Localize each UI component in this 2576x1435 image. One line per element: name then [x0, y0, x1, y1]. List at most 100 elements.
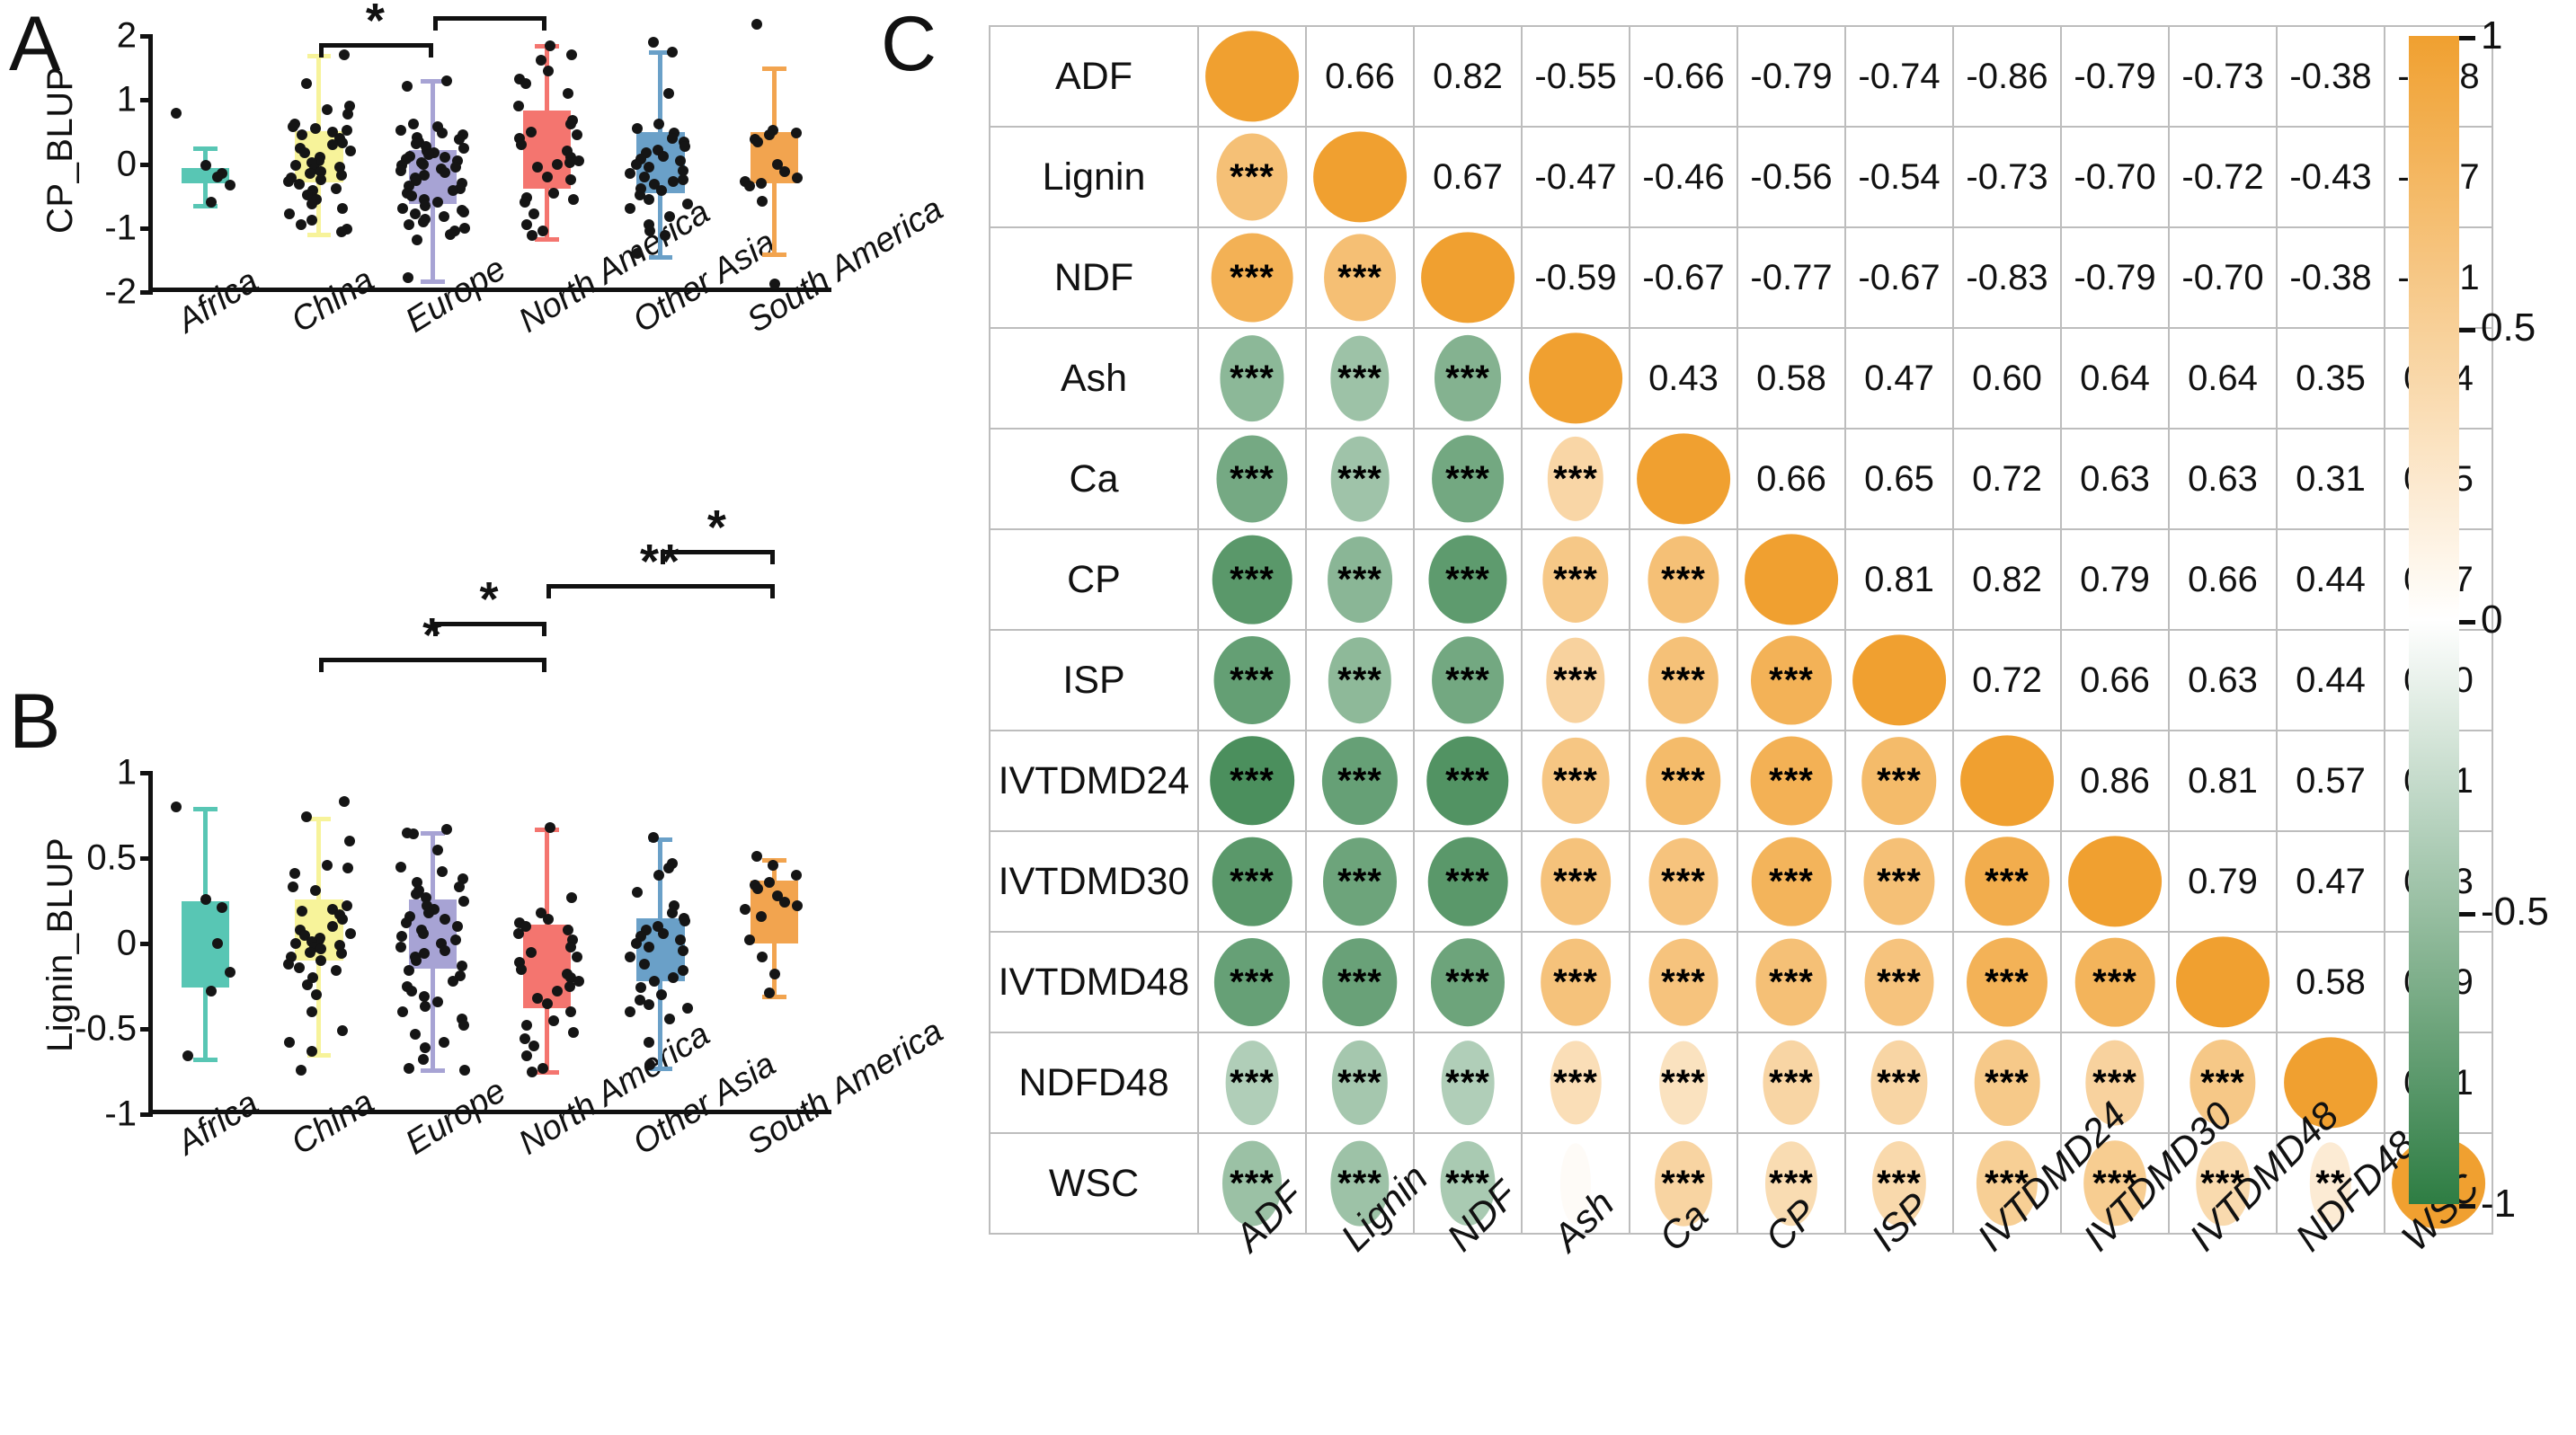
data-point [439, 914, 450, 926]
whisker-cap [762, 66, 786, 72]
corr-ellipse [1546, 637, 1605, 723]
data-point [564, 119, 576, 130]
corr-ellipse [1213, 635, 1291, 725]
corr-value: 0.35 [2296, 359, 2366, 398]
table-row: NDFD48******************************0.21 [989, 1032, 2493, 1134]
significance-stars: *** [1230, 761, 1275, 801]
corr-ellipse-cell: *** [1844, 730, 1954, 832]
corr-value: -0.67 [1642, 258, 1725, 297]
colorbar-tick-dash [2459, 619, 2475, 624]
corr-ellipse [1330, 1140, 1390, 1227]
corr-value-cell: 0.58 [1737, 327, 1846, 430]
significance-bracket: * [661, 503, 775, 564]
data-point [678, 944, 689, 956]
corr-diagonal-cell [1629, 428, 1738, 530]
table-row: CP***************0.810.820.790.660.440.3… [989, 528, 2493, 631]
data-point [751, 19, 763, 31]
bracket-left-tick [432, 16, 438, 31]
data-point [644, 1037, 655, 1049]
colorbar-tick-dash [2459, 35, 2475, 40]
corr-ellipse-cell: *** [1305, 629, 1415, 731]
corr-ellipse [1750, 635, 1833, 725]
whisker-cap [306, 233, 332, 238]
corr-ellipse [1966, 937, 2048, 1027]
significance-stars: *** [2200, 1063, 2245, 1103]
corr-value-cell: 0.86 [2060, 730, 2170, 832]
corr-value: 0.31 [2296, 459, 2366, 499]
data-point [667, 176, 679, 188]
corr-ellipse-cell: *** [1737, 1032, 1846, 1134]
significance-stars: *** [1445, 862, 1490, 901]
significance-stars: *** [1769, 1063, 1814, 1103]
median-line [181, 982, 229, 988]
corr-value-cell: -0.79 [2060, 25, 2170, 128]
corr-ellipse-cell: *** [1952, 1032, 2062, 1134]
significance-stars: *** [1337, 862, 1382, 901]
data-point [395, 861, 407, 873]
data-point [631, 887, 643, 898]
significance-stars: *** [2092, 1164, 2137, 1203]
data-point [418, 170, 430, 182]
data-point [200, 893, 211, 905]
corr-value-cell: 0.81 [2168, 730, 2278, 832]
corr-ellipse [1659, 1041, 1708, 1125]
data-point [667, 46, 679, 58]
data-point [419, 1001, 431, 1013]
corr-ellipse [2196, 1141, 2250, 1226]
significance-stars: *** [1337, 962, 1382, 1002]
bracket-left-tick [319, 43, 324, 58]
bracket-left-tick [546, 584, 552, 598]
whisker-cap [421, 79, 445, 84]
data-point [438, 1037, 449, 1049]
data-point [338, 49, 350, 61]
data-point [631, 248, 643, 260]
data-point [205, 986, 217, 997]
corr-ellipse-cell: *** [1197, 126, 1307, 228]
significance-stars: *** [1877, 962, 1922, 1002]
corr-value-cell: 0.79 [2168, 830, 2278, 933]
corr-ellipse [1646, 737, 1721, 825]
colorbar-tick-dash [2459, 1203, 2475, 1209]
data-point [520, 1020, 532, 1032]
data-point [296, 219, 307, 231]
data-point [521, 1050, 533, 1062]
data-point [306, 198, 317, 209]
corr-diagonal-cell [1844, 629, 1954, 731]
data-point [304, 168, 315, 180]
table-row: IVTDMD48***************************0.580… [989, 931, 2493, 1033]
y-axis-tick-mark [140, 1027, 153, 1032]
data-point [395, 125, 407, 137]
corr-ellipse-cell: *** [1305, 226, 1415, 329]
row-label-ca: Ca [989, 428, 1199, 530]
data-point [338, 796, 350, 808]
corr-value-cell: 0.63 [2168, 629, 2278, 731]
corr-ellipse-cell: *** [2060, 1032, 2170, 1134]
data-point [431, 197, 443, 208]
corr-ellipse [1220, 335, 1284, 421]
corr-value: 0.79 [2080, 560, 2150, 599]
corr-value: 0.66 [2188, 560, 2258, 599]
corr-ellipse [1852, 634, 1946, 726]
data-point [656, 185, 668, 197]
corr-ellipse-cell: *** [1305, 730, 1415, 832]
data-point [299, 146, 311, 158]
data-point [404, 1062, 415, 1074]
whisker-cap [762, 995, 786, 999]
corr-ellipse-cell: *** [1197, 226, 1307, 329]
corr-value-cell: 0.64 [2168, 327, 2278, 430]
corr-ellipse [1861, 737, 1937, 825]
significance-stars: *** [1985, 1063, 2030, 1103]
median-line [181, 178, 229, 183]
data-point [644, 193, 655, 205]
data-point [450, 162, 462, 173]
data-point [326, 921, 338, 932]
corr-value: -0.59 [1534, 258, 1617, 297]
y-axis-tick-label: -1 [104, 208, 137, 248]
data-point [656, 989, 668, 1000]
corr-ellipse [2083, 1140, 2146, 1227]
significance-stars: *** [1337, 1164, 1382, 1203]
data-point [310, 989, 322, 1000]
corr-ellipse [1751, 837, 1832, 926]
data-point [457, 143, 469, 155]
corr-ellipse-cell: *** [1521, 428, 1630, 530]
